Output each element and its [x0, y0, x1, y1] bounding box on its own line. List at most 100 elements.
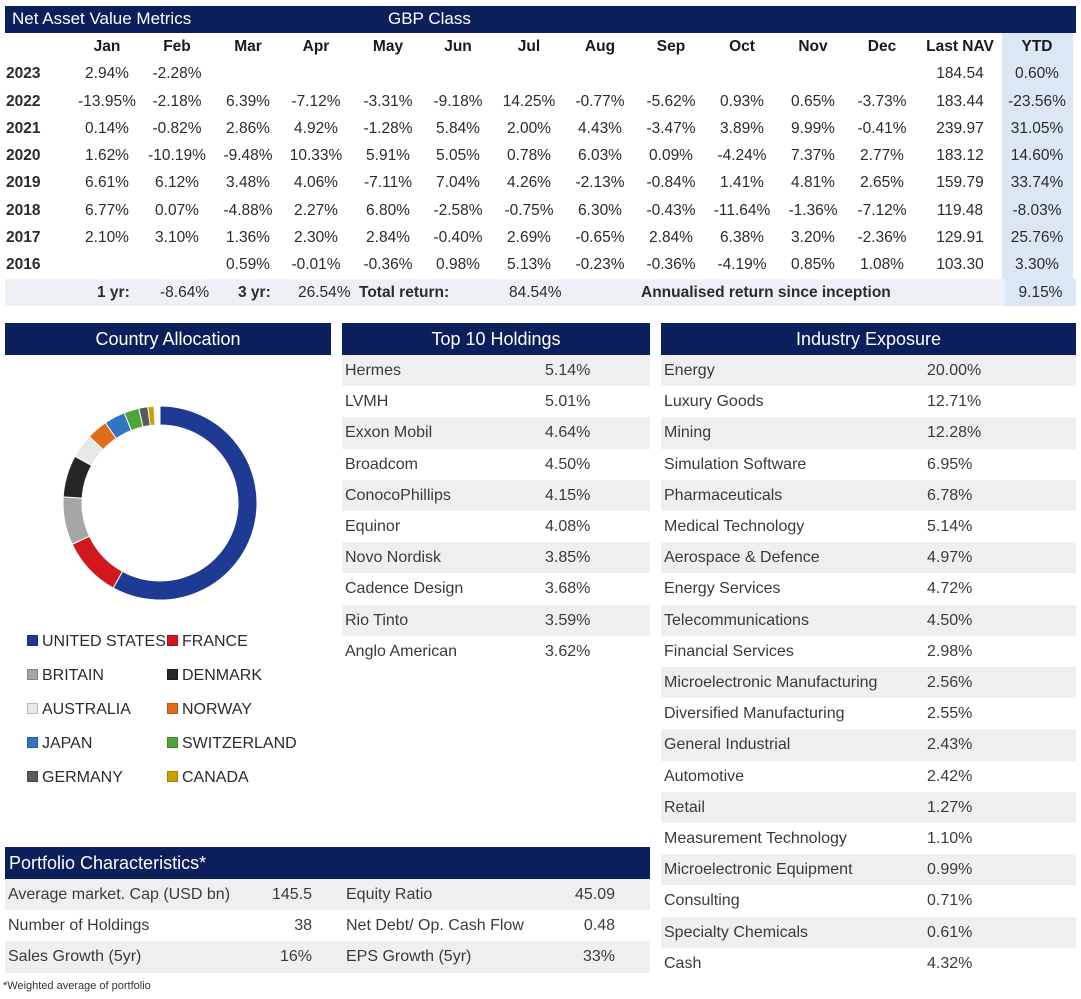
nav-cell: -0.77%	[575, 92, 625, 110]
list-item: Automotive 2.42%	[661, 761, 1076, 792]
nav-cell: 0.93%	[720, 92, 764, 110]
list-item-value: 4.72%	[927, 580, 973, 598]
nav-column-header: Oct	[729, 38, 755, 55]
list-item-name: Mining	[664, 424, 712, 442]
list-item: Financial Services 2.98%	[661, 636, 1076, 667]
nav-cell: -2.28%	[152, 65, 202, 83]
nav-cell: 0.85%	[791, 256, 835, 274]
nav-cell: 6.30%	[578, 201, 622, 219]
nav-header: Net Asset Value Metrics GBP Class	[5, 6, 1076, 33]
nav-cell: 6.03%	[578, 147, 622, 165]
legend-swatch-icon	[27, 771, 38, 782]
nav-cell: 6.12%	[155, 174, 199, 192]
legend-label: GERMANY	[42, 769, 123, 786]
nav-row: 2018 6.77% 0.07% -4.88% 2.27% 6.80% -2.58% -0.7…	[5, 196, 1076, 225]
nav-row: 2022 -13.95% -2.18% 6.39% -7.12% -3.31% -9.18%…	[5, 87, 1076, 115]
list-item-value: 2.56%	[927, 674, 973, 691]
nav-cell: 0.78%	[507, 147, 551, 165]
nav-cell: -4.19%	[717, 256, 767, 274]
list-item-name: Broadcom	[345, 455, 418, 473]
nav-cell	[423, 60, 493, 87]
nav-cell: 239.97	[936, 119, 984, 137]
portfolio-label-left: Number of Holdings	[8, 917, 150, 935]
list-item-name: Rio Tinto	[345, 611, 409, 629]
nav-cell	[778, 60, 848, 87]
list-item: Novo Nordisk 3.85%	[342, 542, 650, 574]
portfolio-characteristics-title: Portfolio Characteristics*	[9, 853, 207, 873]
nav-column-header: Feb	[163, 38, 191, 55]
list-item-value: 3.59%	[545, 611, 591, 629]
nav-summary-row: 1 yr: -8.64% 3 yr: 26.54% Total return: …	[5, 278, 1076, 306]
nav-cell: 2.94%	[85, 65, 129, 83]
nav-cell: 4.43%	[578, 119, 622, 137]
nav-column-header: Sep	[656, 38, 686, 55]
nav-cell	[494, 60, 564, 87]
nav-cell: -8.03%	[1001, 196, 1073, 225]
nav-cell: -0.43%	[646, 201, 696, 219]
nav-cell: -9.18%	[433, 92, 483, 110]
nav-cell: 2.69%	[507, 229, 551, 247]
nav-cell: 0.09%	[649, 147, 693, 165]
nav-cell: 31.05%	[1001, 114, 1073, 143]
nav-cell: -13.95%	[78, 92, 136, 110]
nav-cell: 6.61%	[85, 174, 129, 192]
nav-row: 2017 2.10% 3.10% 1.36% 2.30% 2.84% -0.40% 2.69%…	[5, 224, 1076, 252]
list-item: Aerospace & Defence 4.97%	[661, 542, 1076, 574]
nav-cell: 5.13%	[507, 256, 551, 274]
list-item-value: 0.61%	[927, 923, 973, 941]
nav-row-year: 2023	[6, 65, 41, 83]
donut-segment-canada	[147, 405, 156, 427]
nav-title: Net Asset Value Metrics	[12, 9, 192, 28]
nav-row-year: 2020	[6, 147, 41, 165]
legend-label: DENMARK	[182, 667, 263, 684]
donut-segment-france	[71, 535, 124, 589]
legend-item: BRITAIN	[27, 666, 104, 686]
industry-exposure-title: Industry Exposure	[795, 329, 942, 349]
list-item-value: 5.14%	[545, 362, 591, 379]
legend-label: CANADA	[182, 769, 249, 786]
nav-cell	[707, 60, 777, 87]
nav-cell: 1.08%	[860, 256, 904, 274]
nav-cell: -4.88%	[223, 201, 273, 219]
list-item-name: ConocoPhillips	[345, 486, 451, 504]
nav-row-year: 2022	[6, 92, 41, 110]
total-return-value: 84.54%	[509, 283, 562, 301]
nav-column-header: Aug	[584, 38, 616, 55]
legend-label: AUSTRALIA	[42, 701, 131, 718]
nav-cell: 14.25%	[502, 92, 556, 110]
nav-cell: 2.84%	[366, 229, 410, 247]
list-item-value: 4.50%	[927, 611, 973, 629]
list-item: Energy Services 4.72%	[661, 573, 1076, 604]
nav-cell: -0.23%	[575, 256, 625, 274]
nav-cell: 6.39%	[226, 92, 270, 110]
nav-column-header: Dec	[867, 38, 897, 55]
legend-swatch-icon	[27, 669, 38, 680]
list-item-name: Microelectronic Equipment	[664, 861, 853, 879]
legend-item: SWITZERLAND	[167, 734, 297, 754]
nav-cell: 25.76%	[1001, 224, 1073, 252]
donut-segment-britain	[62, 496, 91, 545]
annualised-return-value: 9.15%	[1005, 278, 1076, 306]
list-item-name: Automotive	[664, 767, 745, 785]
nav-cell: 3.20%	[791, 229, 835, 247]
legend-swatch-icon	[27, 737, 38, 748]
country-allocation-header: Country Allocation	[5, 323, 331, 355]
list-item: Pharmaceuticals 6.78%	[661, 479, 1076, 511]
list-item-name: LVMH	[345, 393, 389, 411]
list-item-value: 2.42%	[927, 767, 973, 785]
nav-cell: -7.12%	[857, 201, 907, 219]
nav-cell: 6.77%	[85, 201, 129, 219]
portfolio-value-left: 16%	[279, 948, 312, 966]
nav-column-header: YTD	[1001, 33, 1073, 61]
nav-cell: 5.84%	[436, 119, 480, 137]
nav-cell: 7.37%	[791, 147, 835, 165]
portfolio-row: Number of Holdings 38 Net Debt/ Op. Cash F…	[5, 910, 650, 941]
list-item: Luxury Goods 12.71%	[661, 386, 1076, 417]
nav-cell: 33.74%	[1001, 169, 1073, 197]
nav-row-year: 2019	[6, 174, 41, 192]
list-item-name: General Industrial	[664, 736, 791, 754]
list-item: Cash 4.32%	[661, 948, 1076, 979]
nav-cell	[281, 60, 351, 87]
legend-item: JAPAN	[27, 734, 92, 754]
list-item-value: 4.15%	[545, 486, 591, 504]
